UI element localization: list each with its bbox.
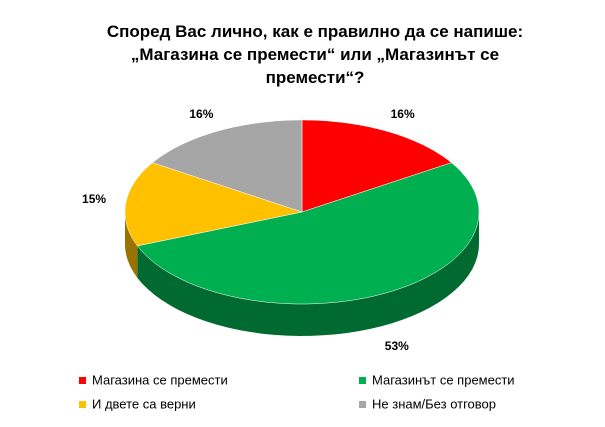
pie-slice	[152, 119, 303, 213]
pie-side	[137, 212, 479, 336]
legend-label: И двете са верни	[92, 396, 196, 411]
data-label: 53%	[385, 339, 409, 353]
legend-label: Магазинът се премести	[372, 372, 515, 387]
data-label: 15%	[82, 192, 106, 206]
chart-title: Според Вас лично, как е правилно да се н…	[106, 22, 524, 87]
pie-side	[125, 212, 138, 278]
legend-label: Магазина се премести	[92, 372, 228, 387]
legend-swatch	[359, 377, 366, 384]
data-label: 16%	[391, 107, 415, 121]
data-label: 16%	[189, 107, 213, 121]
legend-label: Не знам/Без отговор	[372, 396, 496, 411]
legend-swatch	[359, 401, 366, 408]
pie-slice	[301, 119, 452, 213]
pie-slice	[124, 162, 303, 247]
pie-slice	[136, 162, 480, 305]
legend-swatch	[79, 401, 86, 408]
legend-swatch	[79, 377, 86, 384]
